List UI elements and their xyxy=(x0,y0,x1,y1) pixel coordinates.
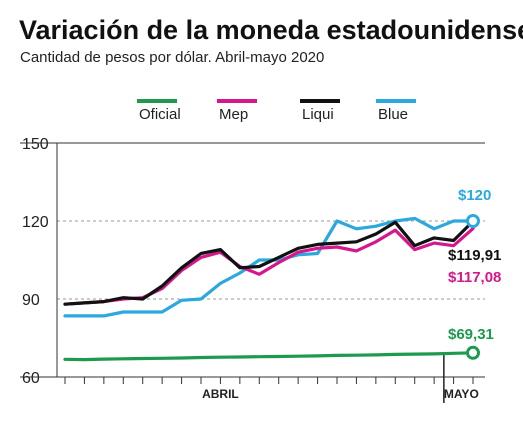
grid: 60 90 120 150 xyxy=(22,136,485,387)
month-label-abril: ABRIL xyxy=(202,387,239,401)
end-marker-oficial xyxy=(466,345,480,360)
y-tick-label-120: 120 xyxy=(22,214,49,231)
y-tick-label-60: 60 xyxy=(22,370,40,387)
chart-subtitle: Cantidad de pesos por dólar. Abril-mayo … xyxy=(20,49,324,66)
legend-label-oficial: Oficial xyxy=(139,106,181,123)
end-label-mep: $117,08 xyxy=(448,269,501,286)
series-line-liqui xyxy=(63,219,475,306)
end-marker-blue xyxy=(466,214,480,228)
month-label-mayo: MAYO xyxy=(444,387,479,401)
series-line-oficial xyxy=(63,351,475,362)
chart-title: Variación de la moneda estadounidense xyxy=(19,15,523,45)
end-label-liqui: $119,91 xyxy=(448,247,501,264)
legend: Oficial Mep Liqui Blue xyxy=(137,99,416,123)
series-lines xyxy=(63,216,475,362)
end-label-blue: $120 xyxy=(458,187,491,204)
end-label-oficial: $69,31 xyxy=(448,326,494,343)
end-labels: $69,31 $117,08 $119,91 $120 xyxy=(448,187,501,343)
series-line-blue xyxy=(63,216,475,318)
axes: ABRIL MAYO xyxy=(20,142,485,403)
legend-label-blue: Blue xyxy=(378,106,408,123)
end-markers xyxy=(466,214,480,360)
y-tick-label-90: 90 xyxy=(22,292,40,309)
legend-label-liqui: Liqui xyxy=(302,106,334,123)
y-tick-label-150: 150 xyxy=(22,136,49,153)
legend-label-mep: Mep xyxy=(219,106,248,123)
